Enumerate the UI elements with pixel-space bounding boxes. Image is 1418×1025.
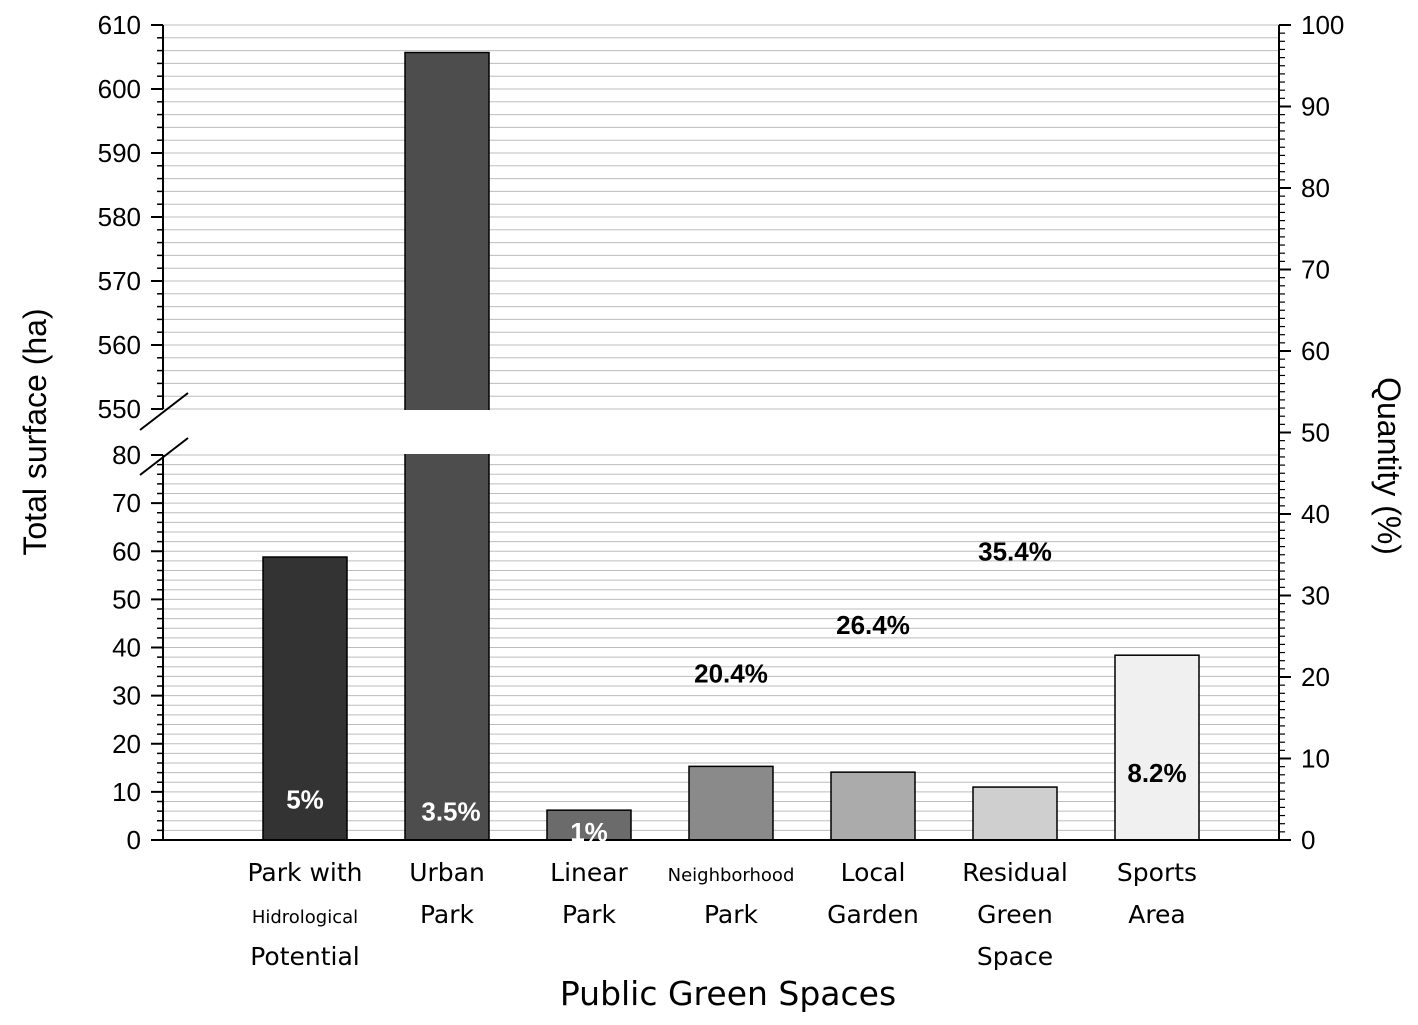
y2-tick-label: 40 [1301,499,1330,529]
y2-tick-label: 0 [1301,825,1315,855]
axis-break [139,392,1281,476]
y-tick-label: 580 [98,202,141,232]
bar [262,556,348,841]
axis-break-slash [139,392,189,431]
axes [151,24,1291,841]
x-tick-label: Local Garden [827,858,919,929]
y2-tick-label: 60 [1301,336,1330,366]
y-tick-label: 590 [98,138,141,168]
gridlines [163,24,1279,831]
data-label: 5% [286,784,324,814]
bar [546,809,632,841]
y2-tick-label: 20 [1301,662,1330,692]
data-label: 26.4% [836,610,910,640]
y-tick-label: 20 [112,729,141,759]
x-tick-label: Residual Green Space [962,858,1068,971]
y-axis-title: Total surface (ha) [17,308,53,555]
x-axis-title: Public Green Spaces [560,974,896,1013]
y-tick-label: 570 [98,266,141,296]
x-tick-label: Park with Hidrological Potential [247,858,362,971]
y-tick-label: 610 [98,10,141,40]
y2-axis-title: Quantity (%) [1371,377,1407,555]
y2-tick-label: 80 [1301,173,1330,203]
y-tick-label: 30 [112,681,141,711]
y2-tick-label: 100 [1301,10,1344,40]
data-label: 35.4% [978,536,1052,566]
axis-break-gap [161,410,1281,454]
y2-tick-label: 70 [1301,255,1330,285]
bar [688,765,774,841]
data-label: 20.4% [694,659,768,689]
y-tick-label: 80 [112,440,141,470]
bar [1114,654,1200,841]
y2-tick-label: 10 [1301,744,1330,774]
y2-tick-label: 50 [1301,418,1330,448]
x-tick-label: Neighborhood Park [668,865,795,929]
data-label: 3.5% [421,796,480,826]
y-tick-label: 550 [98,394,141,424]
y-tick-label: 0 [127,825,141,855]
x-tick-label: Urban Park [409,858,485,929]
y-tick-label: 50 [112,584,141,614]
x-tick-label: Linear Park [550,858,628,929]
y-tick-label: 40 [112,633,141,663]
y-tick-label: 60 [112,536,141,566]
labels: 0 10 20 30 40 50 60 70 80 550 560 570 580 590 600 610 0 1… [98,10,1345,971]
y2-tick-label: 90 [1301,92,1330,122]
bar [972,786,1058,841]
data-label: 1% [570,817,608,847]
y2-tick-label: 30 [1301,581,1330,611]
y-tick-label: 10 [112,777,141,807]
y-tick-label: 600 [98,74,141,104]
y-tick-label: 560 [98,330,141,360]
y-tick-label: 70 [112,488,141,518]
bar [830,771,916,841]
x-tick-label: Sports Area [1117,858,1197,929]
data-label: 8.2% [1127,758,1186,788]
